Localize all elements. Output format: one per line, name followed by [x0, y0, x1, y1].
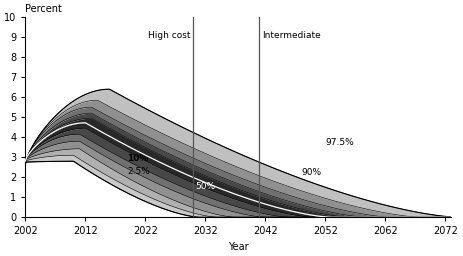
Text: 50%: 50% — [195, 182, 215, 191]
X-axis label: Year: Year — [228, 242, 249, 252]
Text: 10%: 10% — [127, 154, 149, 163]
Text: 2.5%: 2.5% — [127, 167, 150, 176]
Text: Percent: Percent — [25, 4, 63, 14]
Text: 97.5%: 97.5% — [325, 138, 354, 147]
Text: High cost: High cost — [148, 31, 190, 40]
Text: 90%: 90% — [301, 168, 322, 177]
Text: Intermediate: Intermediate — [263, 31, 321, 40]
